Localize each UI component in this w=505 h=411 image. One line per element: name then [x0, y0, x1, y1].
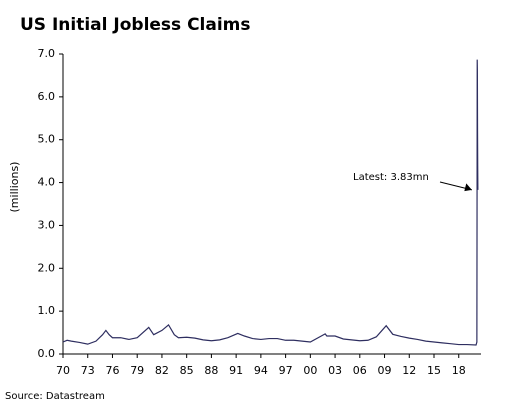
x-tick-label: 91 [229, 364, 243, 377]
annotation: Latest: 3.83mn [353, 172, 429, 183]
x-tick-label: 06 [353, 364, 367, 377]
x-tick-label: 76 [105, 364, 119, 377]
x-tick-label: 85 [180, 364, 194, 377]
x-tick-label: 70 [56, 364, 70, 377]
y-tick-label: 3.0 [38, 218, 56, 231]
x-tick-label: 03 [328, 364, 342, 377]
y-tick-label: 0.0 [38, 347, 56, 360]
y-tick-label: 1.0 [38, 304, 56, 317]
y-tick-label: 7.0 [38, 47, 56, 60]
x-tick-label: 18 [452, 364, 466, 377]
x-tick-label: 73 [81, 364, 95, 377]
y-tick-label: 6.0 [38, 90, 56, 103]
x-tick-label: 97 [279, 364, 293, 377]
x-tick-label: 15 [427, 364, 441, 377]
x-tick-label: 00 [303, 364, 317, 377]
y-axis-label: (millions) [8, 162, 21, 213]
data-line [62, 59, 479, 346]
y-tick-label: 4.0 [38, 176, 56, 189]
y-tick-label: 2.0 [38, 261, 56, 274]
x-tick-label: 12 [402, 364, 416, 377]
x-tick-label: 88 [204, 364, 218, 377]
x-tick-label: 94 [254, 364, 268, 377]
x-tick-label: 09 [378, 364, 392, 377]
source: Source: Datastream [5, 391, 105, 402]
chart-title: US Initial Jobless Claims [20, 15, 251, 35]
y-tick-label: 5.0 [38, 133, 56, 146]
arrow-head [464, 183, 472, 192]
x-tick-label: 79 [130, 364, 144, 377]
x-tick-label: 82 [155, 364, 169, 377]
